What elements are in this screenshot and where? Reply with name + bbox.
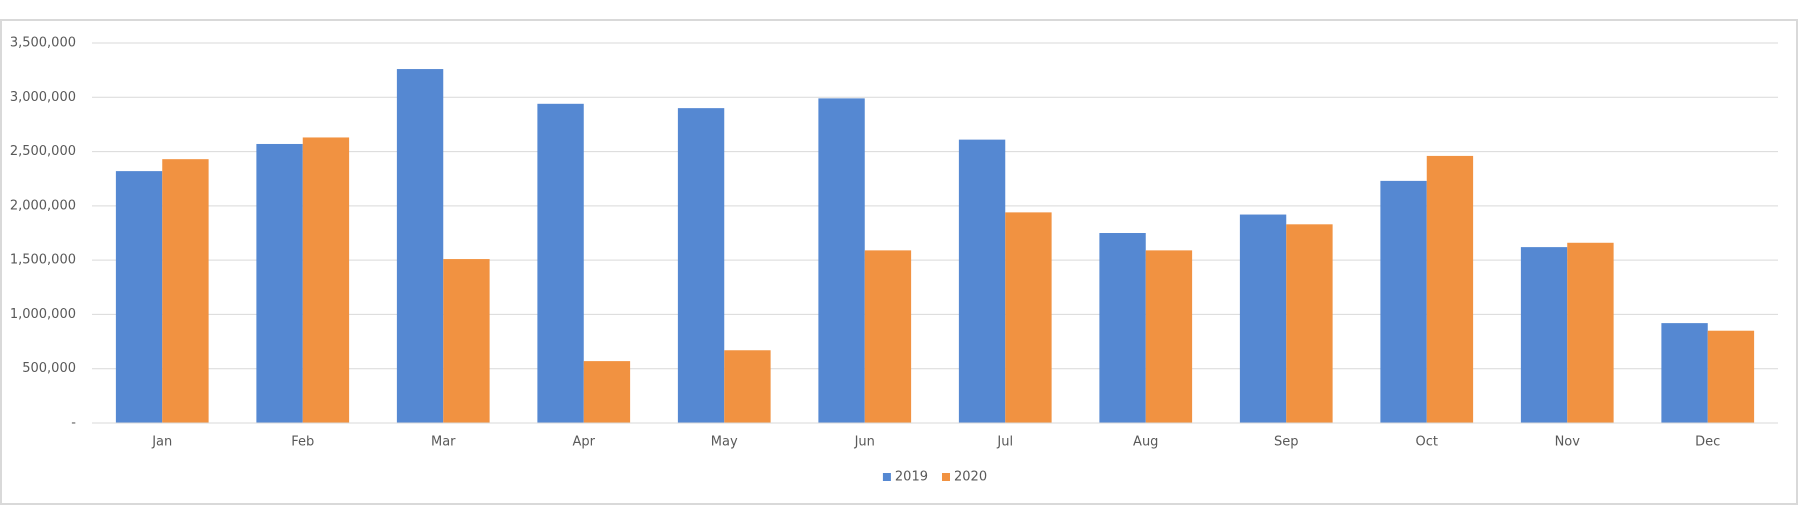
bar [1426, 155, 1474, 423]
bar [818, 98, 865, 423]
legend-label: 2020 [954, 470, 987, 485]
x-tick-label: Dec [1695, 435, 1720, 450]
y-tick-label: - [71, 416, 76, 431]
legend-swatch [942, 473, 950, 481]
bar [1005, 212, 1052, 423]
bar [1145, 250, 1193, 423]
bar [583, 361, 631, 423]
bar [1286, 224, 1333, 423]
x-tick-label: Nov [1555, 435, 1581, 450]
bar [537, 103, 584, 424]
y-tick-label: 3,000,000 [10, 90, 76, 105]
y-tick-label: 1,000,000 [10, 307, 76, 322]
y-tick-label: 500,000 [22, 361, 76, 376]
bar [1707, 330, 1755, 423]
x-tick-label: Jun [854, 435, 875, 450]
x-tick-label: Apr [573, 435, 596, 450]
bar [864, 250, 912, 423]
bar [724, 350, 771, 423]
y-tick-label: 1,500,000 [10, 253, 76, 268]
x-tick-label: Feb [291, 435, 314, 450]
legend-swatch [882, 473, 891, 481]
x-tick-label: Mar [431, 435, 456, 450]
bar [302, 137, 350, 423]
x-tick-label: May [711, 435, 738, 450]
legend-label: 2019 [895, 470, 928, 485]
y-tick-label: 2,000,000 [10, 198, 76, 213]
x-tick-label: Jul [996, 435, 1013, 450]
bar [396, 69, 444, 424]
bar [1661, 323, 1708, 423]
bar [1380, 180, 1427, 423]
bar [162, 159, 209, 423]
bar [1520, 247, 1568, 423]
x-tick-label: Aug [1133, 435, 1158, 450]
bar [677, 108, 725, 424]
x-tick-label: Oct [1416, 435, 1438, 450]
bar [443, 259, 490, 423]
bar [958, 139, 1006, 423]
y-tick-label: 3,500,000 [10, 36, 76, 51]
x-tick-label: Jan [151, 435, 172, 450]
bar [1239, 214, 1287, 423]
bar [115, 171, 163, 423]
y-tick-label: 2,500,000 [10, 144, 76, 159]
bar [1567, 242, 1614, 423]
x-tick-label: Sep [1274, 435, 1299, 450]
bar [1099, 233, 1146, 423]
bar [256, 143, 303, 423]
